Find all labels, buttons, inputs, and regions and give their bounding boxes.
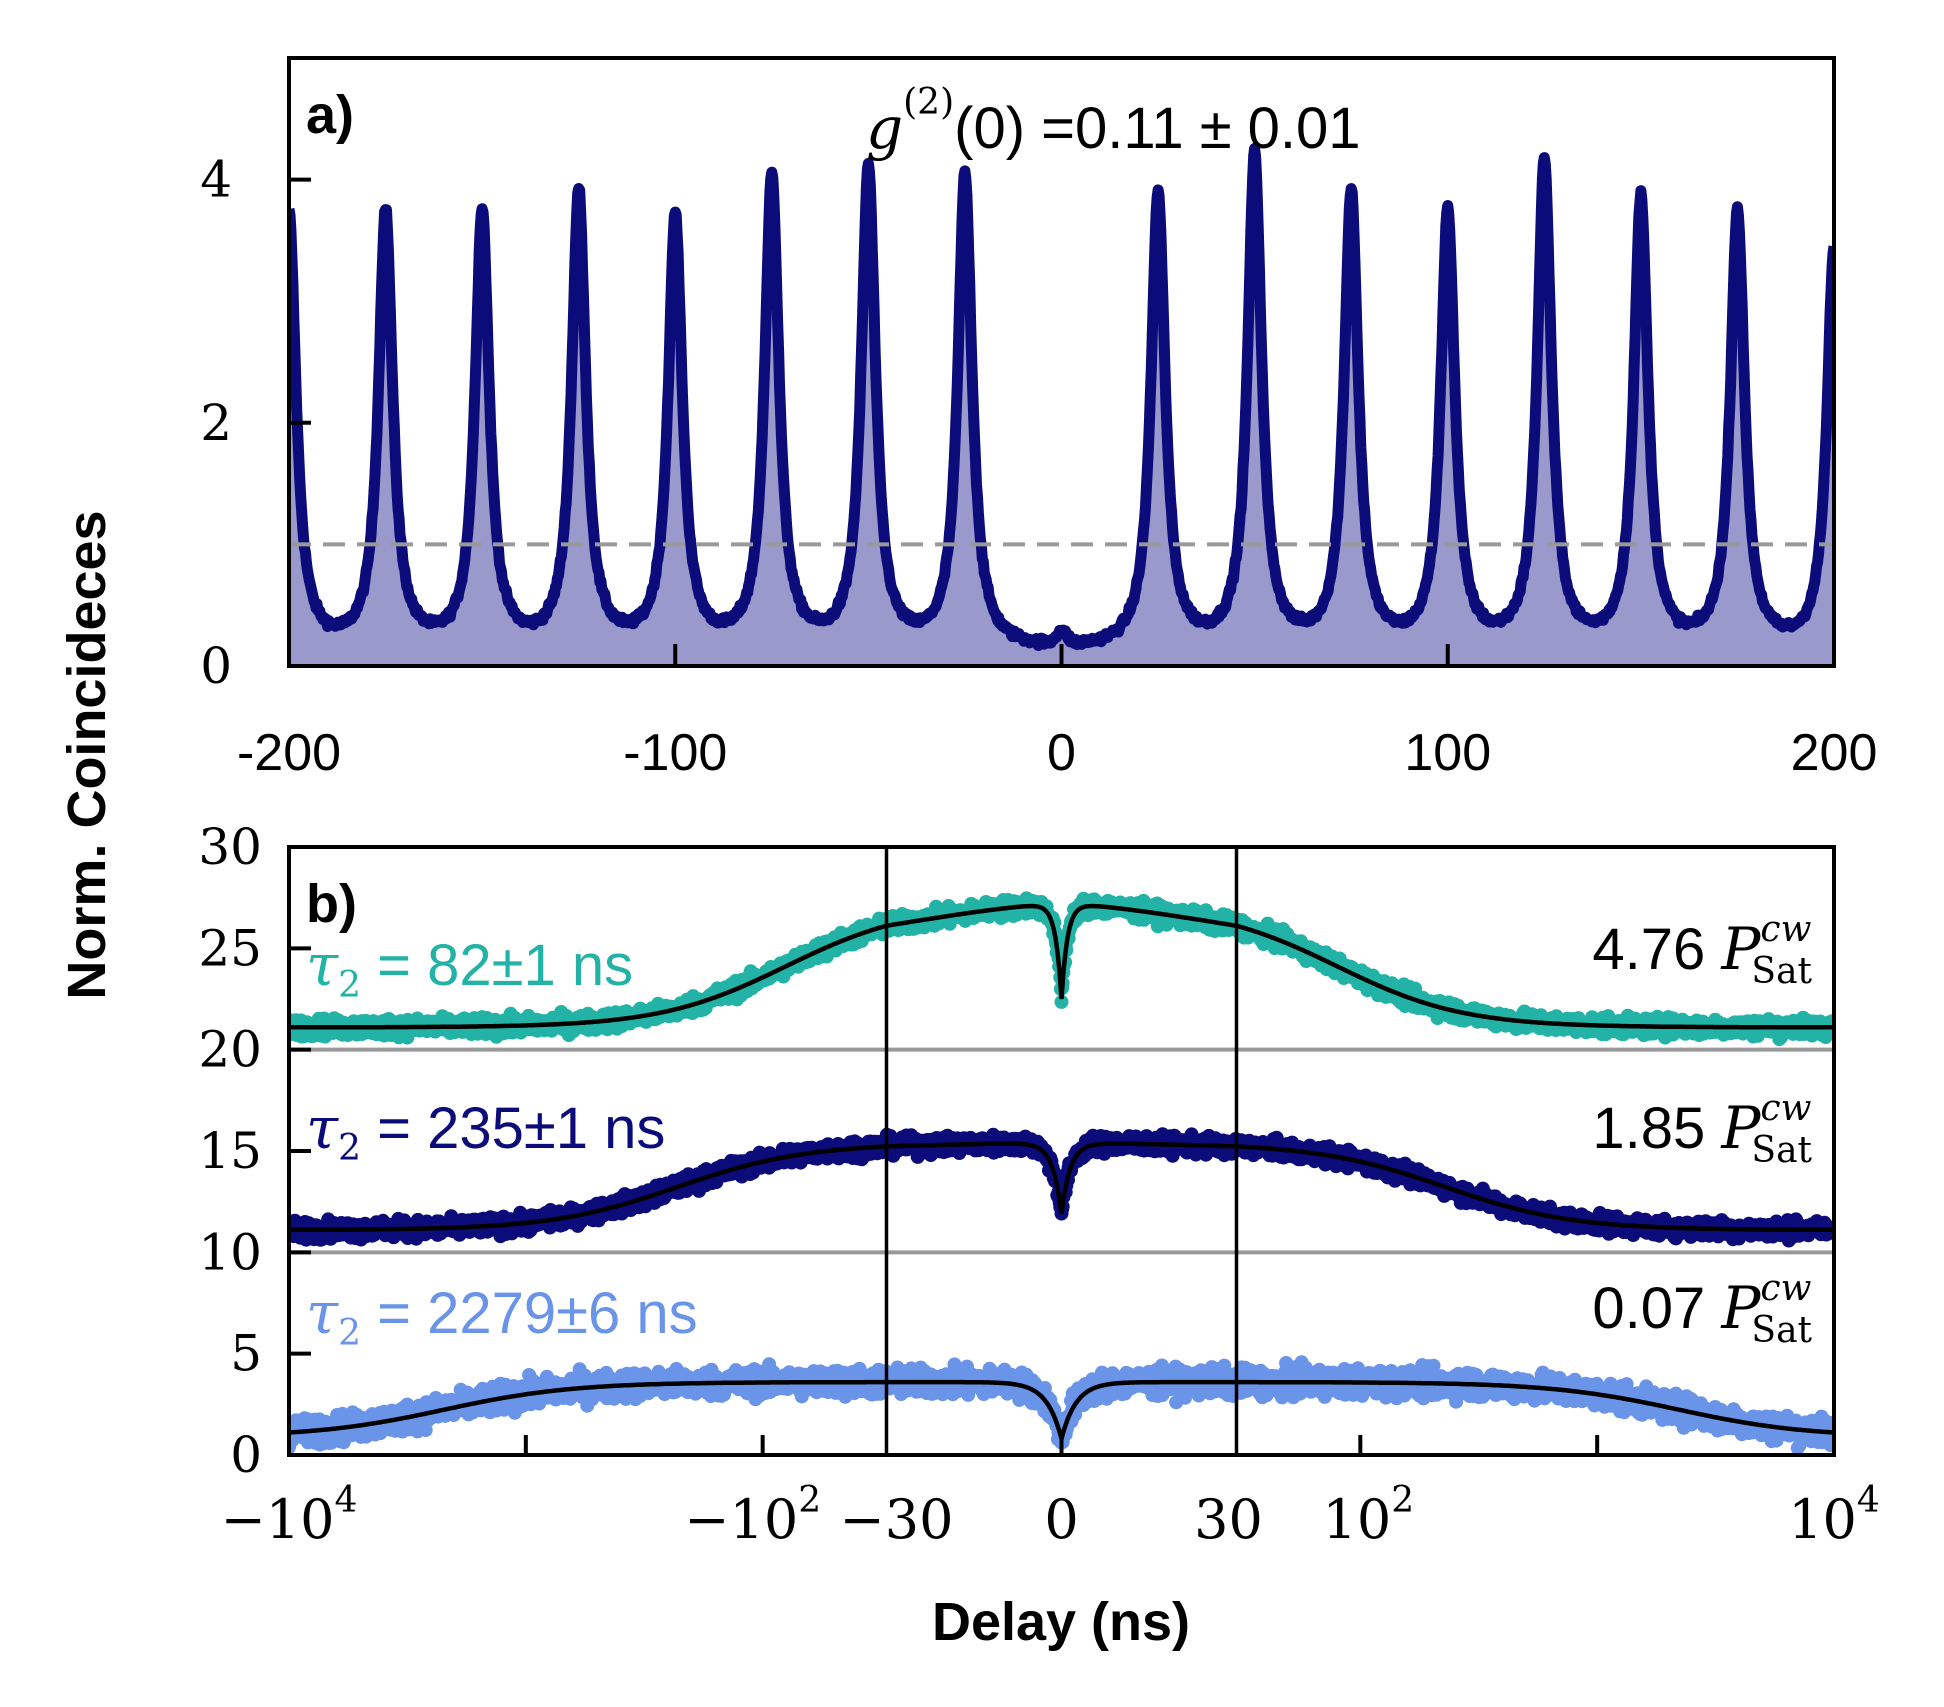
series-teal-fit xyxy=(289,903,1834,1030)
panel-b-label: b) xyxy=(306,874,357,934)
series-label-teal: τ2 = 82±1 ns xyxy=(306,931,633,1006)
power-label-navy: 1.85 Pcw Sat xyxy=(1592,1088,1812,1171)
panel-b: 0 5 10 15 20 25 30 −104 −102 −30 0 30 102 104 b) τ2 =… xyxy=(198,818,1879,1551)
panel-b-xtick-label: 102 xyxy=(1323,1480,1415,1551)
panel-a-xtick-label: 0 xyxy=(1047,724,1076,782)
panel-a-xtick-label: -100 xyxy=(623,724,727,782)
x-axis-label: Delay (ns) xyxy=(932,1592,1190,1652)
series-navy-fit xyxy=(289,1141,1834,1233)
panel-b-xtick-label: 104 xyxy=(1788,1480,1880,1551)
g2-annotation: g(2)(0) =0.11 ± 0.01 xyxy=(866,82,1361,162)
power-label-cornflower: 0.07 Pcw Sat xyxy=(1592,1268,1812,1351)
panel-b-frame xyxy=(287,845,1836,1457)
panel-b-xtick-label: −104 xyxy=(221,1480,358,1551)
panel-b-ytick-label: 5 xyxy=(230,1325,262,1383)
y-axis-label: Norm. Coincideces xyxy=(57,510,117,999)
panel-a-xtick-label: 100 xyxy=(1404,724,1491,782)
panel-b-xtick-label: −30 xyxy=(840,1488,954,1551)
panel-b-ytick-label: 0 xyxy=(230,1426,262,1484)
panel-a-ytick-label: 0 xyxy=(200,637,232,695)
panel-a-xtick-label: 200 xyxy=(1791,724,1878,782)
power-label-teal: 4.76 Pcw Sat xyxy=(1592,909,1812,992)
panel-b-xtick-label: 30 xyxy=(1194,1488,1263,1551)
panel-b-ytick-label: 10 xyxy=(198,1223,262,1281)
panel-b-xtick-label: −102 xyxy=(684,1480,821,1551)
panel-a-frame xyxy=(287,56,1836,668)
panel-b-xtick-label: 0 xyxy=(1044,1488,1078,1551)
series-label-cornflower: τ2 = 2279±6 ns xyxy=(306,1279,698,1354)
panel-a-ytick-label: 2 xyxy=(200,394,232,452)
panel-a-xtick-label: -200 xyxy=(237,724,341,782)
panel-a-ytick-label: 4 xyxy=(200,151,232,209)
panel-a-label: a) xyxy=(306,85,354,145)
panel-a-line xyxy=(289,143,1834,652)
panel-b-ytick-label: 25 xyxy=(198,919,262,977)
panel-a: 0 2 4 -200 -100 0 100 200 a) g(2)(0) =0.11 ± 0.… xyxy=(200,56,1878,782)
panel-b-ytick-label: 20 xyxy=(198,1021,262,1079)
panel-b-ytick-label: 30 xyxy=(198,818,262,876)
series-label-navy: τ2 = 235±1 ns xyxy=(306,1094,665,1169)
panel-a-area xyxy=(289,148,1834,666)
panel-b-ytick-label: 15 xyxy=(198,1122,262,1180)
